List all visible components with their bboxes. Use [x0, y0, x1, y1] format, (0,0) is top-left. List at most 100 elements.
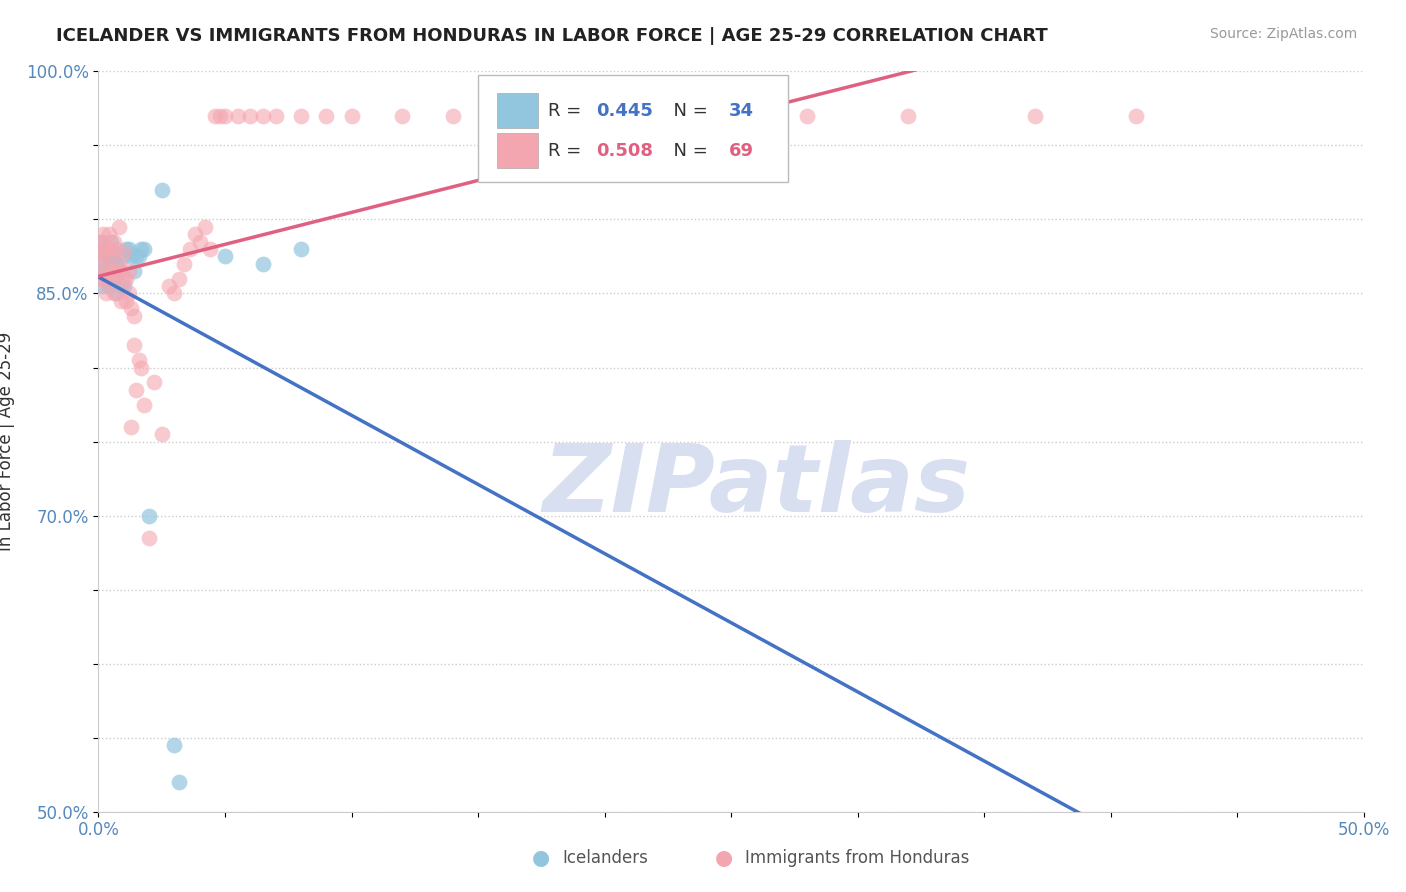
Point [90, 257, 112, 271]
Point [105, 242, 128, 256]
Point [441, 109, 464, 123]
Point [593, 109, 616, 123]
Point [125, 383, 148, 397]
Point [128, 353, 150, 368]
Point [122, 309, 145, 323]
Text: ●: ● [716, 848, 733, 868]
Point [107, 257, 129, 271]
Point [138, 508, 160, 523]
Point [94, 286, 117, 301]
Point [1024, 109, 1046, 123]
Point [93, 264, 115, 278]
Text: N =: N = [661, 142, 713, 160]
Point [103, 286, 125, 301]
Point [122, 338, 145, 352]
Point [90, 271, 112, 285]
Point [391, 109, 413, 123]
Point [107, 264, 129, 278]
Point [252, 109, 274, 123]
Point [492, 109, 515, 123]
Point [188, 235, 211, 249]
Point [194, 219, 217, 234]
Point [695, 109, 717, 123]
Text: ●: ● [533, 848, 550, 868]
Point [157, 279, 180, 293]
Text: Source: ZipAtlas.com: Source: ZipAtlas.com [1209, 27, 1357, 41]
Point [169, 271, 191, 285]
Point [97, 249, 120, 264]
Point [93, 249, 115, 264]
Text: Immigrants from Honduras: Immigrants from Honduras [745, 849, 970, 867]
Point [100, 242, 122, 256]
Point [90, 257, 112, 271]
Point [122, 264, 145, 278]
Text: 0.445: 0.445 [596, 102, 652, 120]
Point [112, 279, 135, 293]
Point [163, 738, 186, 752]
Text: Icelanders: Icelanders [562, 849, 648, 867]
Point [103, 235, 125, 249]
Point [94, 242, 117, 256]
Point [239, 109, 262, 123]
Point [115, 271, 138, 285]
Point [115, 293, 138, 308]
Point [143, 376, 166, 390]
Point [90, 235, 112, 249]
Text: ICELANDER VS IMMIGRANTS FROM HONDURAS IN LABOR FORCE | AGE 25-29 CORRELATION CHA: ICELANDER VS IMMIGRANTS FROM HONDURAS IN… [56, 27, 1047, 45]
Point [110, 293, 132, 308]
Point [340, 109, 363, 123]
FancyBboxPatch shape [498, 133, 537, 169]
Point [132, 242, 155, 256]
Point [1125, 109, 1147, 123]
Point [173, 257, 195, 271]
Point [131, 242, 153, 256]
Point [105, 271, 128, 285]
Point [94, 271, 117, 285]
Point [93, 242, 115, 256]
Point [100, 264, 122, 278]
Point [90, 242, 112, 256]
Point [264, 109, 287, 123]
Point [93, 271, 115, 285]
Point [112, 249, 135, 264]
Point [118, 242, 141, 256]
Point [97, 227, 120, 242]
Point [100, 257, 122, 271]
Text: 0.508: 0.508 [596, 142, 652, 160]
Point [150, 183, 173, 197]
Point [97, 249, 120, 264]
Point [120, 419, 142, 434]
Point [115, 242, 138, 256]
Point [226, 109, 249, 123]
FancyBboxPatch shape [478, 75, 787, 183]
Point [208, 109, 231, 123]
Y-axis label: In Labor Force | Age 25-29: In Labor Force | Age 25-29 [0, 332, 14, 551]
Point [198, 242, 221, 256]
Text: ZIPatlas: ZIPatlas [543, 440, 970, 532]
Point [110, 279, 132, 293]
Point [131, 360, 153, 375]
Point [169, 775, 191, 789]
Point [120, 301, 142, 316]
Point [120, 249, 142, 264]
Point [103, 271, 125, 285]
Text: R =: R = [547, 142, 586, 160]
Point [112, 245, 135, 260]
Text: R =: R = [547, 102, 586, 120]
Text: 34: 34 [728, 102, 754, 120]
Point [110, 264, 132, 278]
Point [138, 531, 160, 545]
Point [103, 249, 125, 264]
FancyBboxPatch shape [498, 93, 537, 128]
Point [290, 109, 312, 123]
Point [100, 235, 122, 249]
Point [290, 242, 312, 256]
Point [150, 427, 173, 442]
Point [118, 286, 141, 301]
Point [315, 109, 337, 123]
Point [112, 271, 135, 285]
Text: N =: N = [661, 102, 713, 120]
Point [103, 264, 125, 278]
Point [796, 109, 818, 123]
Point [163, 286, 186, 301]
